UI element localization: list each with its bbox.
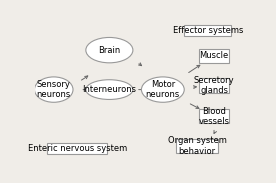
FancyBboxPatch shape (199, 109, 229, 123)
FancyArrowPatch shape (214, 130, 216, 133)
Text: Interneurons: Interneurons (82, 85, 136, 94)
FancyArrowPatch shape (108, 83, 111, 89)
Text: Muscle: Muscle (200, 51, 229, 60)
Text: Secretory
glands: Secretory glands (194, 76, 235, 95)
FancyArrowPatch shape (190, 104, 199, 108)
FancyArrowPatch shape (83, 88, 108, 91)
Text: Enteric nervous system: Enteric nervous system (28, 144, 127, 153)
FancyArrowPatch shape (139, 63, 142, 66)
Ellipse shape (34, 77, 73, 102)
FancyBboxPatch shape (199, 78, 229, 93)
FancyArrowPatch shape (189, 65, 200, 73)
Ellipse shape (141, 77, 184, 102)
Text: Blood
vessels: Blood vessels (199, 107, 230, 126)
FancyBboxPatch shape (184, 25, 231, 36)
FancyArrowPatch shape (139, 88, 162, 91)
Text: Effector systems: Effector systems (172, 26, 243, 35)
FancyArrowPatch shape (193, 86, 197, 88)
Ellipse shape (86, 80, 133, 100)
Text: Motor
neurons: Motor neurons (146, 80, 180, 99)
Text: Organ system
behavior: Organ system behavior (168, 136, 227, 156)
Text: Sensory
neurons: Sensory neurons (37, 80, 71, 99)
FancyArrowPatch shape (110, 51, 112, 60)
FancyBboxPatch shape (47, 143, 107, 154)
Text: Brain: Brain (98, 46, 121, 55)
Ellipse shape (86, 38, 133, 63)
FancyBboxPatch shape (199, 49, 229, 63)
FancyArrowPatch shape (81, 76, 88, 80)
FancyBboxPatch shape (176, 139, 219, 153)
